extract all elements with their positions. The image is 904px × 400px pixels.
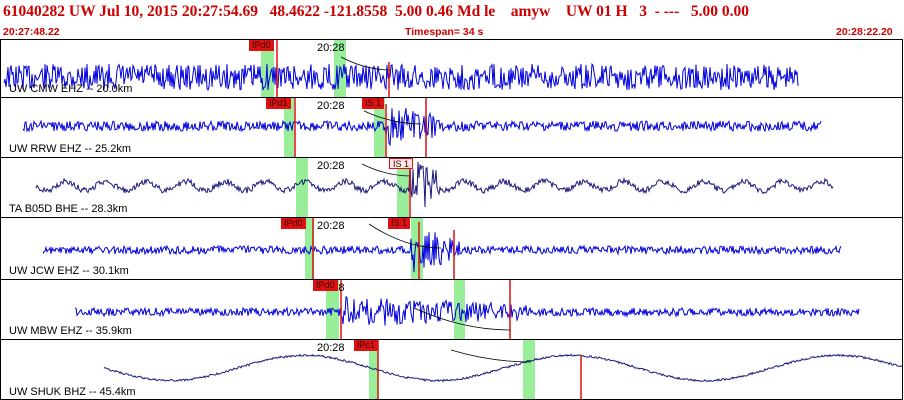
seismogram-panel[interactable]: 20:28 IS 1 TA B05D BHE -- 28.3km bbox=[0, 157, 903, 217]
p-pick-flag[interactable]: IPc1 bbox=[354, 340, 379, 351]
time-marker-label: 20:28 bbox=[317, 100, 345, 112]
seismogram-panels: 20:28 IPd0 UW CMW EHZ -- 20.0km 20:28 IPd1 IS… bbox=[0, 39, 904, 400]
p-pick-flag[interactable]: IPd0 bbox=[281, 218, 306, 229]
trace-plot bbox=[103, 340, 902, 399]
s-pick-flag[interactable]: IS 1 bbox=[388, 218, 411, 229]
seismogram-panel[interactable]: 20:28 IPc1 UW SHUK BHZ -- 45.4km bbox=[0, 339, 903, 400]
start-time: 20:27:48.22 bbox=[3, 26, 60, 38]
end-time: 20:28:22.20 bbox=[836, 26, 893, 38]
waveform-trace bbox=[22, 108, 822, 147]
pick-window bbox=[305, 218, 314, 279]
pick-window bbox=[397, 158, 409, 217]
time-marker-label: 20:28 bbox=[317, 342, 345, 354]
s-pick-flag[interactable]: IS 1 bbox=[389, 158, 414, 169]
trace-plot bbox=[74, 280, 860, 339]
time-marker-label: 20:28 bbox=[317, 220, 345, 232]
event-title: 61040282 UW Jul 10, 2015 20:27:54.69 48.… bbox=[3, 3, 749, 20]
arrival-curve bbox=[340, 56, 392, 71]
trace-plot bbox=[22, 98, 822, 157]
waveform-trace bbox=[103, 353, 902, 383]
waveform-trace bbox=[35, 161, 834, 208]
arrival-curve bbox=[368, 223, 442, 249]
channel-label: UW JCW EHZ -- 30.1km bbox=[9, 265, 129, 277]
trace-plot bbox=[35, 158, 834, 217]
arrival-curve bbox=[413, 307, 512, 331]
time-marker-label: 20:28 bbox=[317, 160, 345, 172]
pick-window bbox=[523, 340, 535, 399]
p-pick-flag[interactable]: IPd0 bbox=[313, 280, 338, 291]
pick-window bbox=[374, 98, 385, 157]
pick-window bbox=[411, 218, 423, 279]
s-pick-flag[interactable]: IS 1 bbox=[362, 98, 385, 109]
seismogram-panel[interactable]: 20:28 IPd0 IS 1 UW JCW EHZ -- 30.1km bbox=[0, 217, 903, 279]
pick-window bbox=[296, 158, 308, 217]
seismogram-panel[interactable]: 20:28 IPd0 UW CMW EHZ -- 20.0km bbox=[0, 39, 903, 97]
arrival-curve bbox=[361, 163, 412, 177]
trace-plot bbox=[42, 218, 842, 279]
p-pick-flag[interactable]: IPd1 bbox=[266, 98, 291, 109]
timespan: Timespan= 34 s bbox=[405, 26, 484, 38]
arrival-curve bbox=[450, 349, 532, 363]
event-header: 61040282 UW Jul 10, 2015 20:27:54.69 48.… bbox=[0, 0, 904, 38]
channel-label: UW RRW EHZ -- 25.2km bbox=[9, 143, 132, 155]
waveform-trace bbox=[42, 232, 842, 273]
waveform-trace bbox=[74, 295, 860, 326]
pick-window bbox=[326, 280, 339, 339]
p-pick-flag[interactable]: IPd0 bbox=[249, 40, 274, 51]
seismogram-panel[interactable]: 20:28 IPd1 IS 1 UW RRW EHZ -- 25.2km bbox=[0, 97, 903, 157]
channel-label: UW MBW EHZ -- 35.9km bbox=[9, 325, 132, 337]
time-marker-label: 20:28 bbox=[317, 42, 345, 54]
trace-plot bbox=[3, 40, 799, 97]
channel-label: UW CMW EHZ -- 20.0km bbox=[9, 83, 133, 95]
channel-label: UW SHUK BHZ -- 45.4km bbox=[9, 386, 136, 398]
waveform-trace bbox=[3, 62, 799, 92]
channel-label: TA B05D BHE -- 28.3km bbox=[9, 203, 128, 215]
arrival-curve bbox=[363, 110, 422, 125]
